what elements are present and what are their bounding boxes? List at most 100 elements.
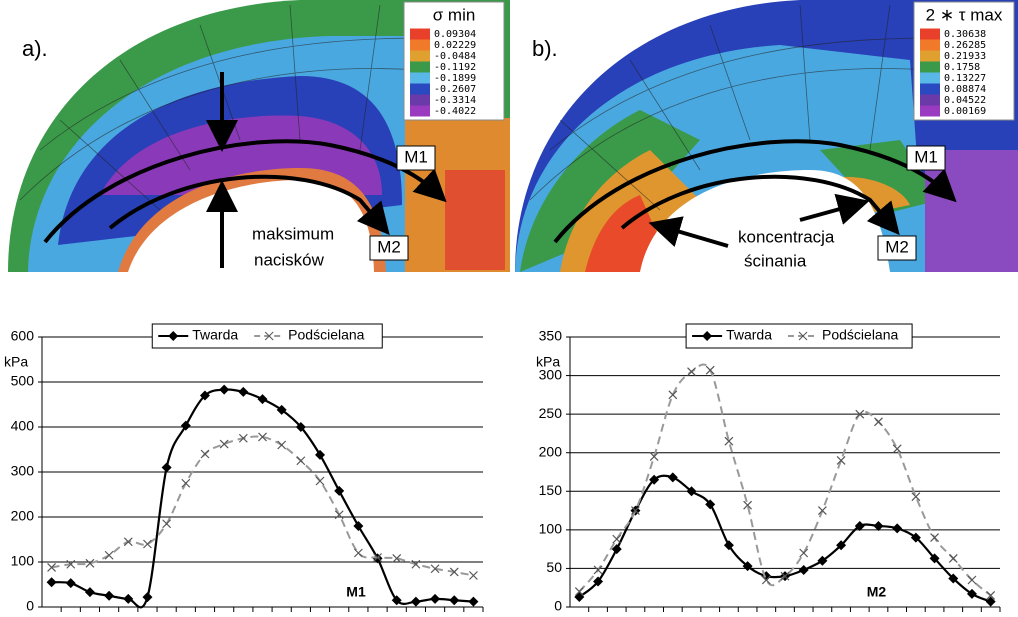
data-point <box>182 479 190 487</box>
scale-swatch <box>410 95 430 106</box>
scale-label: 0.1758 <box>944 62 980 73</box>
y-tick-label: 400 <box>11 418 35 434</box>
data-point <box>316 477 324 485</box>
scale-label: -0.1192 <box>434 62 476 73</box>
y-tick-label: 50 <box>546 559 562 575</box>
scale-swatch <box>410 51 430 62</box>
data-point <box>334 486 344 496</box>
data-point <box>799 565 809 575</box>
scale-label: 0.02229 <box>434 40 476 51</box>
data-point <box>874 418 882 426</box>
scale-swatch <box>410 40 430 51</box>
data-point <box>278 441 286 449</box>
scale-label: 0.26285 <box>944 40 986 51</box>
chart-annotation: M1 <box>346 584 366 600</box>
y-tick-label: 200 <box>11 508 35 524</box>
data-point <box>688 368 696 376</box>
scale-swatch <box>920 95 940 106</box>
data-point <box>105 551 113 559</box>
data-point <box>353 521 363 531</box>
annotation: nacisków <box>254 250 325 269</box>
arrow-label: M1 <box>914 147 938 166</box>
data-point <box>893 445 901 453</box>
scale-label: 0.30638 <box>944 29 986 40</box>
data-point <box>335 511 343 519</box>
y-axis-label: kPa <box>536 354 560 370</box>
scale-label: 0.09304 <box>434 29 476 40</box>
data-point <box>613 535 621 543</box>
y-tick-label: 300 <box>11 463 35 479</box>
data-point <box>968 576 976 584</box>
data-point <box>468 597 478 607</box>
scale-title: 2 ∗ τ max <box>926 5 1003 24</box>
legend-label: Twarda <box>726 327 772 343</box>
data-point <box>162 463 172 473</box>
y-tick-label: 500 <box>11 373 35 389</box>
scale-label: 0.00169 <box>944 106 986 117</box>
legend-label: Podścielana <box>288 327 364 343</box>
scale-label: 0.21933 <box>944 51 986 62</box>
scale-swatch <box>920 40 940 51</box>
chart-annotation: M2 <box>867 584 887 600</box>
scale-label: -0.2607 <box>434 84 476 95</box>
data-point <box>912 493 920 501</box>
legend-label: Podścielana <box>822 327 898 343</box>
series-line <box>52 389 474 607</box>
data-point <box>706 366 714 374</box>
figure: a). M1 M2 maksimum nacisków b). M1 M2 ko… <box>0 0 1018 617</box>
data-point <box>469 572 477 580</box>
data-point <box>66 578 76 588</box>
y-tick-label: 0 <box>554 598 562 614</box>
legend-label: Twarda <box>192 327 238 343</box>
scale-label: 0.13227 <box>944 73 986 84</box>
scale-swatch <box>410 29 430 40</box>
data-point <box>931 534 939 542</box>
data-point <box>297 457 305 465</box>
annotation: ścinania <box>744 251 807 270</box>
series-line <box>52 436 474 575</box>
data-point <box>818 507 826 515</box>
y-tick-label: 150 <box>539 482 563 498</box>
scale-swatch <box>920 62 940 73</box>
series-line <box>579 364 990 595</box>
data-point <box>85 587 95 597</box>
y-tick-label: 0 <box>26 598 34 614</box>
data-point <box>258 394 268 404</box>
scale-label: -0.1899 <box>434 73 476 84</box>
y-tick-label: 200 <box>539 443 563 459</box>
data-point <box>430 594 440 604</box>
scale-swatch <box>920 51 940 62</box>
y-tick-label: 250 <box>539 405 563 421</box>
y-tick-label: 100 <box>11 553 35 569</box>
arrow-label: M2 <box>377 237 401 256</box>
panel-label: b). <box>532 36 558 61</box>
data-point <box>411 597 421 607</box>
data-point <box>354 549 362 557</box>
annotation: koncentracja <box>738 227 835 246</box>
scale-swatch <box>410 73 430 84</box>
scale-swatch <box>920 73 940 84</box>
data-point <box>142 592 152 602</box>
y-tick-label: 350 <box>539 328 563 344</box>
data-point <box>949 554 957 562</box>
data-point <box>668 472 678 482</box>
scale-label: -0.3314 <box>434 95 476 106</box>
arrow-label: M2 <box>885 237 909 256</box>
data-point <box>219 385 229 395</box>
data-point <box>669 391 677 399</box>
scale-swatch <box>410 84 430 95</box>
data-point <box>594 566 602 574</box>
data-point <box>201 450 209 458</box>
scale-swatch <box>410 106 430 117</box>
scale-label: -0.0484 <box>434 51 476 62</box>
data-point <box>123 594 133 604</box>
data-point <box>315 450 325 460</box>
data-point <box>238 387 248 397</box>
series-line <box>579 476 990 602</box>
data-point <box>104 591 114 601</box>
y-tick-label: 100 <box>539 521 563 537</box>
data-point <box>220 440 228 448</box>
scale-swatch <box>920 84 940 95</box>
scale-swatch <box>920 106 940 117</box>
data-point <box>800 549 808 557</box>
